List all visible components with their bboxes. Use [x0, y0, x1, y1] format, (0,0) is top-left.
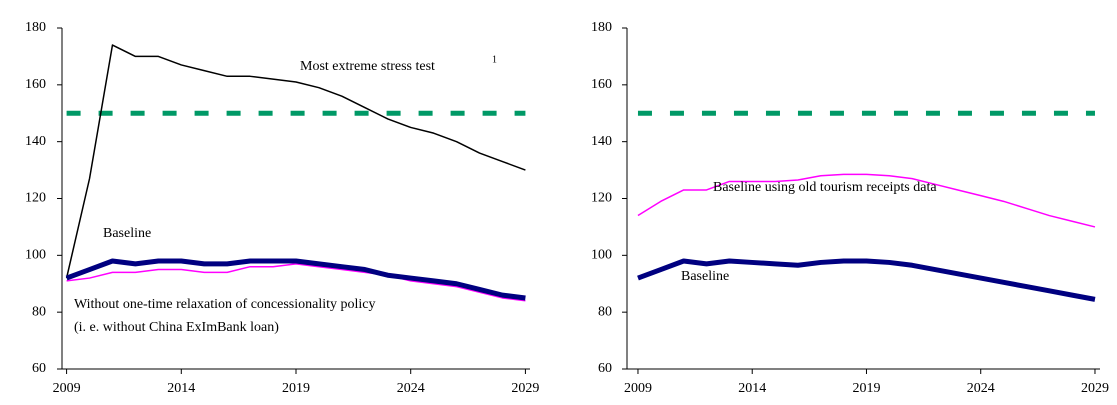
y-tick-label: 80 — [598, 304, 612, 319]
x-tick-label: 2019 — [282, 381, 310, 396]
y-tick-label: 160 — [25, 77, 46, 92]
series-label: Most extreme stress test — [300, 59, 435, 74]
annotation: (i. e. without China ExImBank loan) — [74, 320, 279, 335]
x-tick-label: 2009 — [624, 381, 652, 396]
x-tick-label: 2014 — [738, 381, 766, 396]
y-tick-label: 60 — [598, 361, 612, 376]
y-tick-label: 100 — [591, 248, 612, 263]
y-tick-label: 140 — [591, 134, 612, 149]
y-tick-label: 60 — [32, 361, 46, 376]
y-tick-label: 80 — [32, 304, 46, 319]
series-line — [637, 258, 1096, 302]
y-tick-label: 160 — [591, 77, 612, 92]
x-tick-label: 2009 — [53, 381, 81, 396]
y-tick-label: 140 — [25, 134, 46, 149]
x-tick-label: 2024 — [397, 381, 425, 396]
x-tick-label: 2024 — [967, 381, 995, 396]
x-tick-label: 2029 — [511, 381, 539, 396]
series-label: Baseline — [681, 269, 729, 284]
series-line — [66, 263, 526, 302]
series-line — [65, 44, 526, 279]
x-tick-label: 2019 — [852, 381, 880, 396]
series-label: Baseline — [103, 226, 151, 241]
series-line — [637, 173, 1096, 228]
y-tick-label: 180 — [25, 20, 46, 35]
y-tick-label: 180 — [591, 20, 612, 35]
y-tick-label: 120 — [591, 191, 612, 206]
y-tick-label: 100 — [25, 248, 46, 263]
x-tick-label: 2014 — [167, 381, 195, 396]
annotation: 1 — [492, 54, 497, 65]
series-line — [65, 258, 526, 301]
series-label: Without one-time relaxation of concessio… — [74, 297, 376, 312]
y-tick-label: 120 — [25, 191, 46, 206]
x-tick-label: 2029 — [1081, 381, 1109, 396]
series-label: Baseline using old tourism receipts data — [713, 180, 937, 195]
